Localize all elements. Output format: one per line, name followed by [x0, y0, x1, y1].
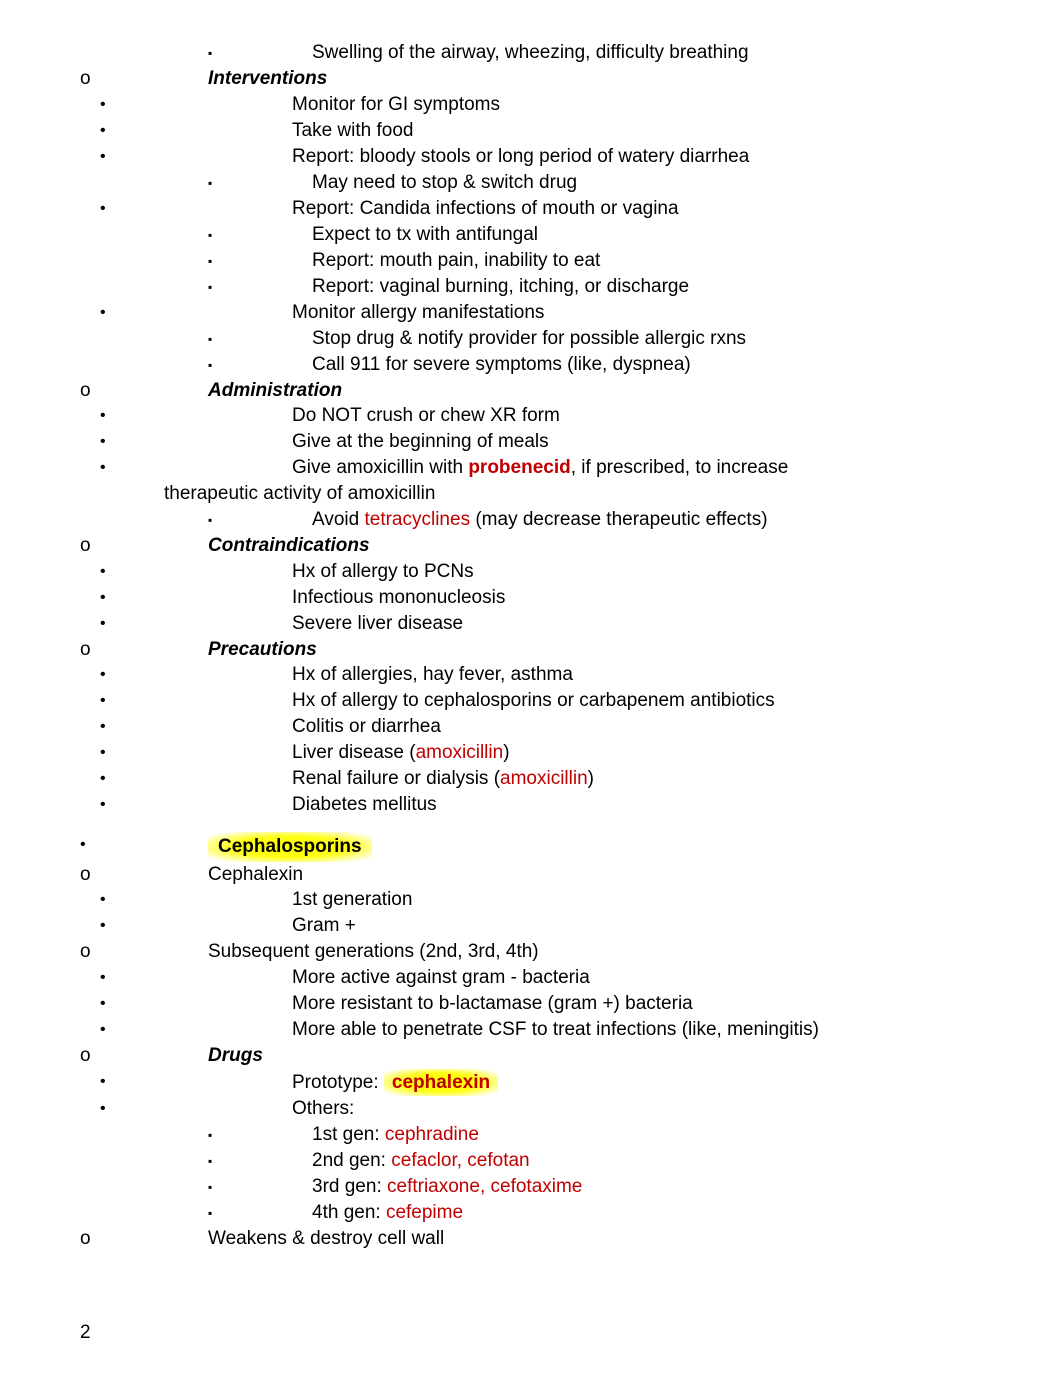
list-item: •Report: bloody stools or long period of… — [80, 144, 982, 170]
list-item: •Hx of allergies, hay fever, asthma — [80, 662, 982, 688]
list-item: •Take with food — [80, 118, 982, 144]
list-item: •Report: Candida infections of mouth or … — [80, 196, 982, 222]
list-item-continuation: therapeutic activity of amoxicillin — [80, 481, 982, 507]
list-item: •Renal failure or dialysis (amoxicillin) — [80, 766, 982, 792]
list-item: ▪Call 911 for severe symptoms (like, dys… — [80, 352, 982, 378]
list-item: •Diabetes mellitus — [80, 792, 982, 818]
list-item: oWeakens & destroy cell wall — [80, 1226, 982, 1252]
list-item: •Do NOT crush or chew XR form — [80, 403, 982, 429]
list-item: •More able to penetrate CSF to treat inf… — [80, 1017, 982, 1043]
list-item: ▪Avoid tetracyclines (may decrease thera… — [80, 507, 982, 533]
list-item: ▪Stop drug & notify provider for possibl… — [80, 326, 982, 352]
list-item: ▪Report: vaginal burning, itching, or di… — [80, 274, 982, 300]
document-body: ▪Swelling of the airway, wheezing, diffi… — [80, 40, 982, 1252]
list-item: •Hx of allergy to cephalosporins or carb… — [80, 688, 982, 714]
list-item: oContraindications — [80, 533, 982, 559]
list-item: •Gram + — [80, 913, 982, 939]
list-item: •Severe liver disease — [80, 611, 982, 637]
list-item: •Others: — [80, 1096, 982, 1122]
list-item: oAdministration — [80, 378, 982, 404]
list-item: •1st generation — [80, 887, 982, 913]
list-item: •More resistant to b-lactamase (gram +) … — [80, 991, 982, 1017]
list-item: oSubsequent generations (2nd, 3rd, 4th) — [80, 939, 982, 965]
list-item: ▪Report: mouth pain, inability to eat — [80, 248, 982, 274]
list-item: oPrecautions — [80, 637, 982, 663]
list-item: •Infectious mononucleosis — [80, 585, 982, 611]
list-item: ▪1st gen: cephradine — [80, 1122, 982, 1148]
list-item: •Monitor for GI symptoms — [80, 92, 982, 118]
list-item: •Cephalosporins — [80, 832, 982, 862]
list-item: •Give at the beginning of meals — [80, 429, 982, 455]
list-item: oDrugs — [80, 1043, 982, 1069]
list-item: •Monitor allergy manifestations — [80, 300, 982, 326]
list-item: •Prototype: cephalexin — [80, 1069, 982, 1097]
list-item: oCephalexin — [80, 862, 982, 888]
list-item: •Hx of allergy to PCNs — [80, 559, 982, 585]
list-item: ▪2nd gen: cefaclor, cefotan — [80, 1148, 982, 1174]
list-item: •Give amoxicillin with probenecid, if pr… — [80, 455, 982, 481]
list-item: ▪3rd gen: ceftriaxone, cefotaxime — [80, 1174, 982, 1200]
list-item: oInterventions — [80, 66, 982, 92]
list-item: ▪May need to stop & switch drug — [80, 170, 982, 196]
list-item: •More active against gram - bacteria — [80, 965, 982, 991]
list-item: ▪4th gen: cefepime — [80, 1200, 982, 1226]
list-item: ▪Swelling of the airway, wheezing, diffi… — [80, 40, 982, 66]
list-item: •Colitis or diarrhea — [80, 714, 982, 740]
list-item: ▪Expect to tx with antifungal — [80, 222, 982, 248]
page-number: 2 — [80, 1320, 91, 1346]
list-item: •Liver disease (amoxicillin) — [80, 740, 982, 766]
